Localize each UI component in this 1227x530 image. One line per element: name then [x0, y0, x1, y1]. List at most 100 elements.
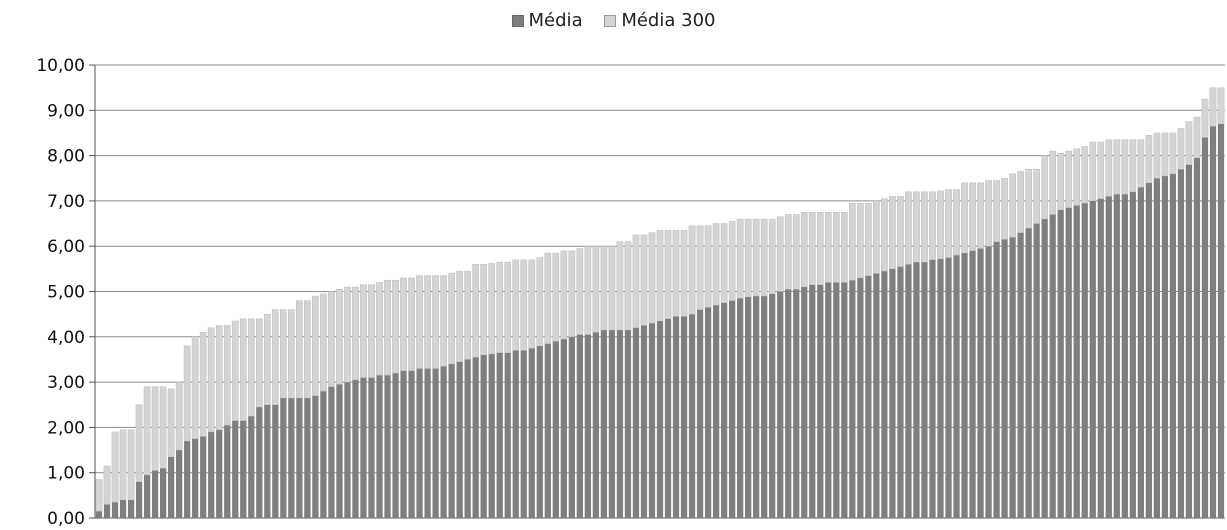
- bar-media-300: [1089, 141, 1097, 202]
- bar-media: [624, 330, 632, 518]
- bar-media: [704, 307, 712, 518]
- bar-media-300: [1105, 139, 1113, 197]
- bar-media-300: [616, 241, 624, 331]
- bar-media-300: [961, 182, 968, 254]
- bar-media: [224, 425, 231, 518]
- bar-media-300: [271, 309, 279, 405]
- bar-media: [424, 368, 431, 518]
- bar-media-300: [784, 214, 792, 290]
- bar-media: [1017, 232, 1024, 519]
- bar-media: [304, 397, 311, 518]
- bar-media: [320, 391, 327, 518]
- bar-media: [745, 296, 752, 518]
- bar-media: [216, 429, 223, 518]
- bar-media: [648, 323, 656, 518]
- bar-media-300: [239, 318, 247, 421]
- bar-media: [1129, 191, 1136, 518]
- bar-media-300: [1033, 168, 1040, 224]
- bar-media: [103, 504, 111, 518]
- bar-media: [801, 286, 808, 518]
- bar-media: [504, 352, 511, 518]
- bar-media: [111, 502, 119, 518]
- bar-media: [1193, 157, 1201, 518]
- bar-media-300: [1153, 132, 1161, 179]
- bar-media: [408, 370, 415, 518]
- bar-media-300: [368, 284, 375, 378]
- bar-media: [184, 440, 191, 518]
- bar-media-300: [544, 252, 552, 344]
- bar-media-300: [576, 248, 584, 335]
- bar-media: [1113, 194, 1120, 518]
- legend-swatch-media: [511, 14, 524, 27]
- bar-media-300: [1217, 87, 1225, 125]
- bar-media-300: [664, 230, 672, 319]
- bar-media-300: [143, 386, 151, 476]
- bar-media-300: [1137, 139, 1145, 188]
- bar-media-300: [504, 261, 512, 353]
- legend-item-media: Média: [511, 10, 583, 31]
- bar-media-300: [905, 191, 912, 265]
- y-tick-label: 0,00: [47, 509, 85, 529]
- bar-media-300: [119, 429, 127, 501]
- bar-media-300: [352, 286, 359, 381]
- bar-media: [1089, 200, 1096, 518]
- y-tick-label: 2,00: [47, 418, 85, 438]
- bar-media: [1169, 173, 1177, 518]
- bar-media: [400, 370, 407, 518]
- bar-media: [1217, 123, 1225, 518]
- bar-media: [1081, 203, 1088, 518]
- bar-media-300: [600, 245, 608, 331]
- bar-media-300: [408, 277, 415, 371]
- bar-media: [849, 280, 856, 518]
- bar-media: [1009, 237, 1016, 518]
- bar-media: [1097, 198, 1104, 518]
- bar-media: [264, 404, 271, 518]
- bar-media: [680, 316, 688, 518]
- chart-legend: Média Média 300: [0, 10, 1227, 32]
- bar-media-300: [103, 465, 111, 505]
- bar-media-300: [1057, 153, 1065, 211]
- bar-media: [352, 379, 359, 518]
- bar-media-300: [1009, 173, 1016, 238]
- bar-media: [584, 334, 591, 518]
- bar-media: [344, 382, 351, 518]
- bar-media: [1001, 239, 1008, 518]
- bar-media: [1057, 209, 1064, 518]
- bar-media-300: [1113, 139, 1121, 195]
- bar-media-300: [792, 214, 800, 290]
- bar-media-300: [159, 386, 167, 469]
- bar-media: [512, 350, 519, 518]
- bar-media-300: [1073, 148, 1081, 206]
- bar-media-300: [520, 259, 528, 351]
- bar-media: [192, 438, 199, 518]
- bar-media-300: [496, 261, 504, 353]
- bar-media-300: [913, 191, 920, 263]
- bar-media-300: [304, 300, 311, 399]
- bar-media-300: [1001, 178, 1008, 240]
- bar-media: [881, 271, 888, 518]
- bar-media-300: [400, 277, 407, 371]
- bar-media: [1153, 178, 1160, 518]
- bar-media: [865, 275, 872, 518]
- bar-media: [240, 420, 247, 518]
- bar-media-300: [392, 279, 399, 374]
- bar-media-300: [560, 250, 568, 340]
- bar-media-300: [207, 327, 215, 433]
- bar-media-300: [824, 212, 832, 283]
- bar-media: [753, 296, 760, 518]
- bar-media: [288, 397, 295, 518]
- bar-media: [961, 253, 968, 518]
- bar-media: [913, 262, 920, 518]
- bar-media-300: [344, 286, 351, 383]
- legend-label-media-300: Média 300: [621, 10, 716, 31]
- bar-media-300: [336, 289, 343, 385]
- bar-media-300: [1049, 150, 1057, 215]
- y-tick-label: 6,00: [47, 237, 85, 257]
- bar-media: [95, 511, 103, 518]
- bar-media: [729, 300, 736, 518]
- bar-media: [1137, 187, 1144, 518]
- bar-media-300: [1145, 135, 1153, 183]
- bar-media: [793, 289, 800, 518]
- bar-media-300: [800, 212, 808, 288]
